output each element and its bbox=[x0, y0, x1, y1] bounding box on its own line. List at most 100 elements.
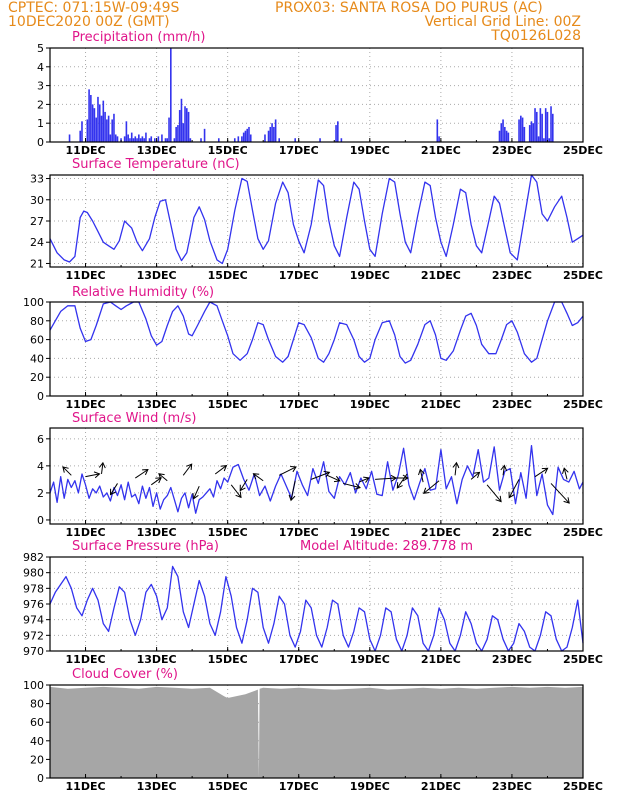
header-date: 10DEC2020 00Z (GMT) bbox=[8, 14, 170, 30]
pressure-xtick-label: 17DEC bbox=[279, 653, 319, 666]
wind-arrow-head bbox=[239, 484, 246, 492]
wind-arrow-head bbox=[333, 475, 341, 483]
precip-ytick-label: 0 bbox=[37, 136, 44, 149]
rh-ytick-label: 60 bbox=[30, 334, 44, 347]
precip-bar bbox=[178, 110, 181, 142]
precip-bar bbox=[130, 132, 133, 142]
precip-bar bbox=[528, 125, 531, 142]
wind-arrow bbox=[310, 471, 330, 480]
wind-arrow bbox=[423, 480, 440, 494]
precip-bar bbox=[81, 121, 83, 142]
wind-arrow bbox=[508, 479, 520, 498]
precip-bar bbox=[157, 136, 160, 142]
precip-bar bbox=[200, 138, 202, 142]
pressure-ytick-label: 978 bbox=[23, 582, 44, 595]
precip-bar bbox=[141, 136, 144, 142]
wind-arrow-head bbox=[235, 491, 242, 499]
rh-series-line bbox=[49, 301, 584, 364]
cloud-xtick-label: 15DEC bbox=[208, 780, 248, 793]
precip-ytick-label: 3 bbox=[37, 80, 44, 93]
temp-ytick-label: 30 bbox=[30, 194, 44, 207]
precip-bar bbox=[180, 98, 183, 142]
precip-bar bbox=[246, 128, 249, 142]
wind-arrow-head bbox=[473, 471, 481, 479]
precip-title: Precipitation (mm/h) bbox=[72, 30, 205, 45]
precip-bar bbox=[523, 126, 526, 142]
precip-bar bbox=[335, 125, 337, 142]
precip-xtick-label: 11DEC bbox=[66, 144, 106, 157]
cloud-ytick-label: 20 bbox=[30, 753, 44, 766]
wind-arrow-head bbox=[109, 488, 116, 496]
cloud-xtick-label: 19DEC bbox=[350, 780, 390, 793]
precip-bar bbox=[502, 119, 504, 142]
precip-bar bbox=[520, 115, 522, 142]
precip-bar bbox=[104, 111, 106, 142]
precip-bar bbox=[95, 117, 97, 142]
precip-bar bbox=[217, 138, 220, 142]
wind-arrow bbox=[470, 471, 480, 480]
wind-arrow bbox=[502, 465, 505, 476]
wind-arrow-head bbox=[192, 492, 199, 500]
pressure-xtick-label: 13DEC bbox=[137, 653, 177, 666]
precip-bar bbox=[148, 138, 151, 142]
precip-bar bbox=[544, 108, 547, 142]
precip-bar bbox=[274, 119, 277, 142]
pressure-ytick-label: 982 bbox=[23, 551, 44, 564]
precip-bar bbox=[532, 123, 535, 142]
rh-xtick-label: 25DEC bbox=[563, 398, 603, 411]
precip-bar bbox=[175, 126, 177, 142]
wind-arrow-head bbox=[323, 470, 331, 478]
precip-bar bbox=[187, 111, 190, 142]
cloud-ytick-label: 100 bbox=[23, 679, 44, 692]
rh-title: Relative Humidity (%) bbox=[72, 285, 214, 300]
temp-xtick-label: 15DEC bbox=[208, 269, 248, 282]
precip-bar bbox=[107, 115, 110, 142]
precip-bar bbox=[550, 106, 552, 142]
wind-arrow bbox=[396, 473, 408, 489]
header-model-code: TQ0126L028 bbox=[491, 28, 581, 44]
cloud-xtick-label: 11DEC bbox=[66, 780, 106, 793]
pressure-xtick-label: 21DEC bbox=[421, 653, 461, 666]
precip-bar bbox=[90, 95, 92, 142]
precip-bar bbox=[242, 132, 245, 142]
wind-arrow-head bbox=[508, 491, 515, 499]
precip-bar bbox=[249, 134, 252, 142]
wind-arrow-head bbox=[418, 468, 425, 476]
wind-xtick-label: 21DEC bbox=[421, 526, 461, 539]
wind-ytick-label: 4 bbox=[37, 460, 44, 473]
precip-plot-area bbox=[50, 48, 583, 142]
rh-ytick-label: 100 bbox=[23, 296, 44, 309]
precip-bar bbox=[102, 100, 105, 142]
cloud-xtick-label: 17DEC bbox=[279, 780, 319, 793]
precip-bar bbox=[539, 108, 542, 142]
wind-arrow-head bbox=[500, 464, 508, 472]
wind-arrow-head bbox=[495, 495, 502, 503]
cloud-ytick-label: 80 bbox=[30, 698, 44, 711]
header-location: PROX03: SANTA ROSA DO PURUS (AC) bbox=[275, 0, 543, 16]
precip-bar bbox=[111, 119, 113, 142]
wind-arrow bbox=[486, 484, 502, 502]
rh-xtick-label: 11DEC bbox=[66, 398, 106, 411]
wind-arrow bbox=[419, 469, 424, 483]
wind-arrow bbox=[358, 477, 370, 483]
precip-bar bbox=[161, 134, 163, 142]
precip-bar bbox=[294, 138, 296, 142]
pressure-ytick-label: 976 bbox=[23, 598, 44, 611]
precip-ytick-label: 5 bbox=[37, 42, 44, 55]
temp-xtick-label: 11DEC bbox=[66, 269, 106, 282]
rh-ytick-label: 20 bbox=[30, 371, 44, 384]
rh-ytick-label: 0 bbox=[37, 390, 44, 403]
wind-arrow-head bbox=[422, 487, 430, 494]
wind-arrow bbox=[230, 484, 242, 498]
precip-xtick-label: 19DEC bbox=[350, 144, 390, 157]
precip-bar bbox=[186, 108, 188, 142]
precip-bar bbox=[136, 138, 138, 142]
precip-bar bbox=[139, 138, 142, 142]
cloud-xtick-label: 23DEC bbox=[492, 780, 532, 793]
precip-bar bbox=[113, 113, 115, 142]
precip-bar bbox=[438, 136, 440, 142]
precip-bar bbox=[127, 134, 129, 142]
temp-ytick-label: 24 bbox=[30, 236, 44, 249]
cloud-title: Cloud Cover (%) bbox=[72, 667, 178, 682]
rh-xtick-label: 21DEC bbox=[421, 398, 461, 411]
